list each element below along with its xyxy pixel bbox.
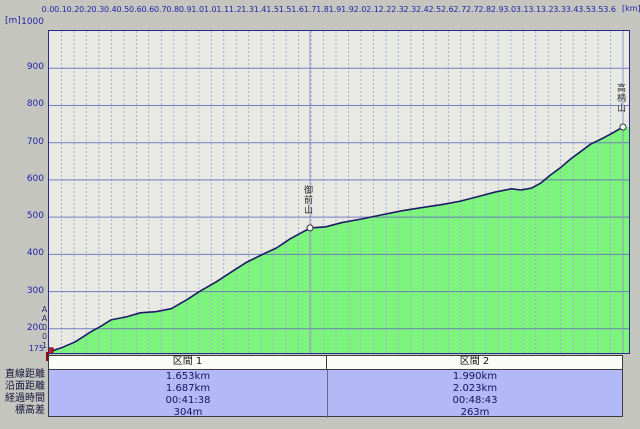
x-tick-label: 2.3 [391,5,404,14]
row-header-elevation-gain: 標高差 [15,405,45,416]
section-2-elapsed-time: 00:48:43 [452,395,498,406]
x-tick-label: 2.7 [453,5,467,14]
x-tick-label: 3.4 [565,5,579,14]
x-tick-label: 0.2 [79,5,92,14]
y-tick-label: 500 [26,211,44,222]
x-axis: 0.0 0.1 0.2 0.2 0.3 0.4 0.5 0.6 0.6 0.7 0.8 0.9 1.0 1… [0,2,640,15]
x-tick-label: 1.5 [266,5,279,14]
x-tick-label: 2.1 [366,5,379,14]
x-tick-label: 3.1 [528,5,542,14]
section-2-elevation-gain: 263m [460,407,490,418]
row-header-elapsed-time: 経過時間 [5,393,45,404]
x-tick-label: 0.1 [54,5,67,14]
end-peak-marker [619,123,627,131]
x-tick-label: 1.5 [278,5,292,14]
mid-peak-marker [306,224,314,232]
section-2-header: 区間 2 [459,356,490,367]
x-tick-label: 1.7 [303,5,317,14]
x-tick-label: 2.9 [490,5,504,14]
elevation-profile-chart [49,31,629,353]
waypoint-label-start: AA001 [40,305,49,350]
x-tick-label: 1.4 [253,5,267,14]
section-2-straight-distance: 1.990km [452,371,498,382]
y-tick-label: 600 [26,173,44,184]
elevation-plot-area[interactable] [48,30,630,354]
x-tick-label: 1.2 [228,5,242,14]
x-tick-label: 1.1 [216,5,230,14]
y-axis-min-label: 175 [28,344,44,353]
x-tick-label: 1.0 [203,5,217,14]
x-tick-label: 0.9 [178,5,192,14]
x-tick-label: 0.7 [153,5,167,14]
x-tick-label: 0.6 [141,5,155,14]
start-flag-marker [49,347,54,353]
x-tick-label: 3.2 [540,5,554,14]
section-2-surface-distance: 2.023km [452,383,498,394]
x-tick-label: 3.1 [515,5,529,14]
x-tick-label: 3.3 [553,5,567,14]
x-tick-label: 2.2 [378,5,392,14]
waypoint-label-mid-peak: 御前山 [302,185,312,215]
y-axis-unit-label: [m] [5,16,21,26]
x-tick-label: 1.6 [291,5,304,14]
y-tick-label: 200 [26,322,44,333]
x-tick-label: 0.5 [116,5,130,14]
x-tick-label: 1.3 [241,5,255,14]
y-tick-label: 700 [26,136,44,147]
row-header-surface-distance: 沿面距離 [5,381,45,392]
x-tick-label: 0.6 [128,5,142,14]
start-flag-pole [46,352,49,361]
elevation-profile-line [49,126,624,353]
x-tick-label: 0.0 [41,5,55,14]
x-tick-label: 3.5 [590,5,604,14]
x-tick-label: 1.8 [316,5,329,14]
y-tick-label: 800 [26,99,44,110]
profile-area-fill [49,127,629,353]
x-tick-label: 1.0 [191,5,205,14]
section-1-straight-distance: 1.653km [165,371,211,382]
x-tick-label: 0.8 [166,5,180,14]
x-tick-label: 2.0 [353,5,367,14]
x-tick-label: 3.6 [603,5,616,14]
row-header-straight-distance: 直線距離 [5,369,45,380]
y-tick-label: 400 [26,248,44,259]
section-1-surface-distance: 1.687km [165,383,211,394]
x-tick-label: 0.2 [66,5,80,14]
y-tick-label: 900 [26,62,44,73]
x-tick-label: 2.8 [478,5,492,14]
x-tick-label: 0.4 [104,5,117,14]
section-1-elevation-gain: 304m [173,407,203,418]
waypoint-label-end-peak: 高柄山 [615,83,625,113]
section-1-elapsed-time: 00:41:38 [165,395,211,406]
x-tick-label: 2.4 [416,5,429,14]
y-tick-label: 300 [26,285,44,296]
x-tick-label: 1.9 [328,5,342,14]
x-axis-unit-label: [km] [622,4,640,13]
x-tick-label: 2.3 [403,5,417,14]
section-table-header: 区間 1 区間 2 [49,356,622,370]
x-tick-label: 2.7 [465,5,479,14]
x-tick-label: 2.6 [440,5,454,14]
y-tick-label: 1000 [21,17,44,27]
x-tick-label: 0.3 [91,5,105,14]
x-tick-label: 3.5 [578,5,591,14]
section-1-header: 区間 1 [49,356,327,369]
x-tick-label: 2.5 [428,5,442,14]
x-tick-label: 1.9 [341,5,354,14]
table-column-divider [327,370,328,418]
section-table-body: 1.653km 1.687km 00:41:38 304m 1.990km 2.… [49,370,622,418]
section-table: 区間 1 区間 2 1.653km 1.687km 00:41:38 304m … [48,355,623,418]
x-tick-label: 3.0 [503,5,517,14]
